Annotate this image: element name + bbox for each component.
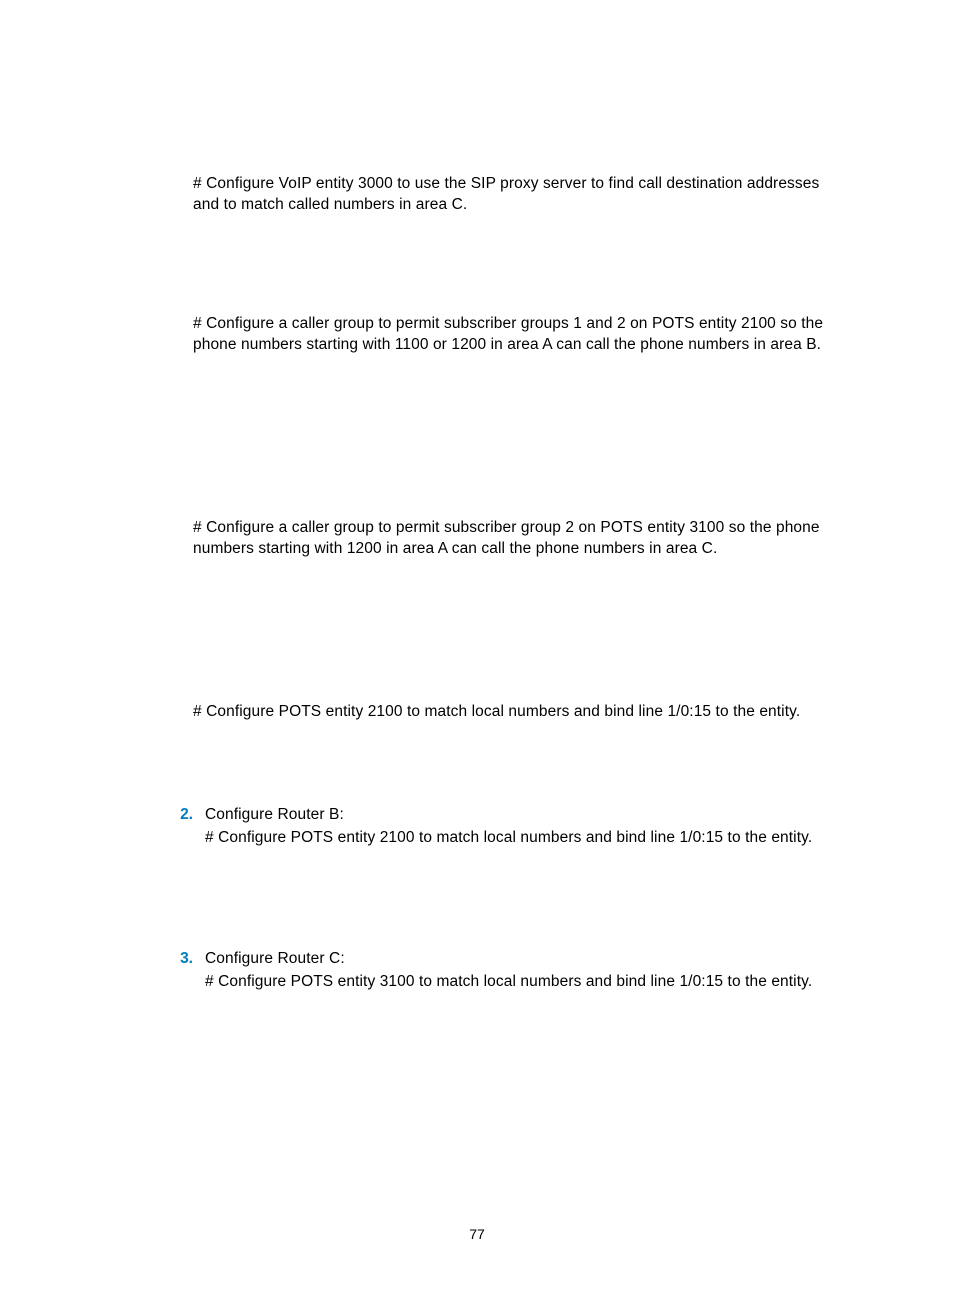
body-paragraph: # Configure a caller group to permit sub… — [193, 518, 834, 560]
body-paragraph: # Configure VoIP entity 3000 to use the … — [193, 174, 834, 216]
list-item-body: Configure Router B: # Configure POTS ent… — [205, 805, 834, 851]
list-item-body: Configure Router C: # Configure POTS ent… — [205, 949, 834, 995]
list-item-line: # Configure POTS entity 2100 to match lo… — [205, 828, 834, 849]
body-paragraph: # Configure POTS entity 2100 to match lo… — [193, 702, 834, 723]
list-item-line: # Configure POTS entity 3100 to match lo… — [205, 972, 834, 993]
spacer — [193, 360, 834, 518]
list-item: 2. Configure Router B: # Configure POTS … — [165, 805, 834, 851]
page-number: 77 — [0, 1226, 954, 1242]
list-number: 2. — [165, 805, 205, 826]
list-item: 3. Configure Router C: # Configure POTS … — [165, 949, 834, 995]
list-item-title: Configure Router B: — [205, 805, 834, 826]
list-number: 3. — [165, 949, 205, 970]
body-paragraph: # Configure a caller group to permit sub… — [193, 314, 834, 356]
spacer — [193, 851, 834, 949]
spacer — [193, 726, 834, 805]
spacer — [193, 220, 834, 314]
page: # Configure VoIP entity 3000 to use the … — [0, 0, 954, 1296]
list-item-title: Configure Router C: — [205, 949, 834, 970]
spacer — [193, 564, 834, 702]
